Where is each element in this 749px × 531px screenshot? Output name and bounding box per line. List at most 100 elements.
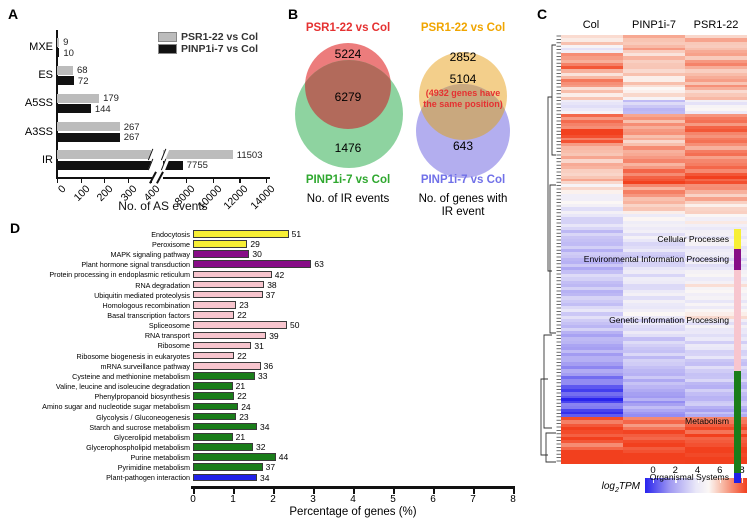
heatmap-cell bbox=[561, 104, 623, 109]
colorbar-tick-label: 6 bbox=[717, 465, 723, 476]
heatmap-cell bbox=[685, 411, 747, 416]
bar-value: 9 bbox=[63, 37, 69, 48]
heatmap-cell bbox=[561, 406, 623, 410]
category-label: Environmental Information Processing bbox=[583, 253, 729, 264]
heatmap-cell bbox=[561, 190, 623, 195]
heatmap-cell bbox=[561, 84, 623, 88]
pathway-count: 21 bbox=[235, 381, 246, 392]
heatmap-cell bbox=[623, 122, 685, 127]
pathway-label: Plant hormone signal transduction bbox=[81, 260, 190, 270]
heatmap-cell bbox=[561, 107, 623, 112]
colorbar-tick-label: 2 bbox=[672, 465, 678, 476]
heatmap-cell bbox=[561, 175, 623, 180]
heatmap-cell bbox=[561, 359, 623, 363]
heatmap-cell bbox=[685, 175, 747, 180]
heatmap-cell bbox=[623, 392, 685, 397]
heatmap-cell bbox=[685, 50, 747, 54]
heatmap-cell bbox=[561, 193, 623, 198]
heatmap-cell bbox=[561, 156, 623, 160]
heatmap-cell bbox=[561, 162, 623, 167]
colorbar-tick-label: 4 bbox=[694, 465, 701, 476]
colorbar-tick bbox=[719, 478, 722, 483]
heatmap-cell bbox=[685, 365, 747, 370]
bar-ir-seg1 bbox=[57, 150, 151, 160]
heatmap-cell bbox=[561, 296, 623, 301]
heatmap-cell bbox=[561, 178, 623, 182]
pathway-count: 33 bbox=[258, 371, 268, 382]
heatmap-cell bbox=[685, 66, 747, 70]
heatmap-cell bbox=[685, 137, 747, 141]
heatmap-cell bbox=[623, 56, 685, 61]
heatmap-cell bbox=[685, 443, 747, 448]
heatmap-cell bbox=[623, 430, 685, 435]
colorbar bbox=[645, 478, 747, 493]
heatmap-cell bbox=[685, 353, 747, 357]
heatmap-cell bbox=[623, 93, 685, 98]
heatmap-cell bbox=[685, 318, 747, 323]
heatmap-cell bbox=[685, 248, 747, 253]
x-tick bbox=[313, 489, 315, 494]
pathway-bar bbox=[193, 473, 257, 482]
heatmap-cell bbox=[561, 220, 623, 225]
heatmap-cell bbox=[685, 440, 747, 445]
heatmap-cell bbox=[685, 334, 747, 339]
heatmap-cell bbox=[561, 343, 623, 348]
heatmap-cell bbox=[623, 45, 685, 49]
heatmap-cell bbox=[623, 193, 685, 198]
heatmap-cell bbox=[685, 239, 747, 243]
venn1-caption: No. of IR events bbox=[306, 193, 390, 205]
heatmap-col-header-psr1-22: PSR1-22 bbox=[693, 19, 739, 31]
venn1-bottom-label: PINP1i-7 vs Col bbox=[305, 174, 391, 186]
heatmap-cell bbox=[561, 375, 623, 380]
heatmap-cell bbox=[623, 456, 685, 461]
colorbar-tick bbox=[675, 478, 677, 483]
heatmap-cell bbox=[623, 128, 685, 133]
venn2-title: PSR1-22 vs Col bbox=[420, 22, 506, 34]
legend-swatch-pinp1i-7 bbox=[158, 44, 177, 54]
legend-row: PSR1-22 vs Col bbox=[158, 31, 258, 43]
heatmap-cell bbox=[623, 190, 685, 195]
heatmap-cell bbox=[561, 392, 623, 397]
heatmap-cell bbox=[561, 308, 623, 313]
heatmap-cell bbox=[561, 251, 623, 256]
heatmap-cell bbox=[685, 104, 747, 109]
bar-a3ss-psr122 bbox=[57, 122, 120, 132]
heatmap-cell bbox=[623, 38, 685, 43]
heatmap-cell bbox=[685, 456, 747, 461]
heatmap-cell bbox=[623, 146, 685, 151]
heatmap-cell bbox=[623, 119, 685, 124]
heatmap-cell bbox=[561, 350, 623, 354]
pathway-label: MAPK signaling pathway bbox=[110, 250, 190, 260]
pathway-bar bbox=[193, 240, 248, 248]
x-tick-label: 5 bbox=[390, 494, 396, 505]
venn2-unique-pinp: 643 bbox=[452, 139, 474, 153]
heatmap-cell bbox=[623, 255, 685, 259]
heatmap-cell bbox=[623, 388, 685, 393]
pathway-bar bbox=[193, 443, 253, 451]
pathway-label: Plant-pathogen interaction bbox=[106, 473, 190, 483]
heatmap-cell bbox=[623, 420, 685, 425]
heatmap-cell bbox=[561, 340, 623, 345]
pathway-bar bbox=[193, 402, 239, 411]
heatmap-cell bbox=[561, 453, 623, 458]
heatmap-cell bbox=[561, 169, 623, 174]
heatmap-cell bbox=[561, 267, 623, 272]
pathway-count: 51 bbox=[291, 229, 302, 239]
pathway-bar bbox=[193, 382, 233, 390]
heatmap-cell bbox=[623, 90, 685, 95]
pathway-count: 37 bbox=[265, 289, 276, 300]
heatmap-cell bbox=[561, 132, 623, 136]
heatmap-cell bbox=[685, 93, 747, 98]
heatmap-cell bbox=[623, 414, 685, 418]
heatmap-cell bbox=[685, 47, 747, 51]
heatmap-cell bbox=[685, 159, 747, 164]
category-segment bbox=[734, 371, 741, 473]
pathway-label: Ubiquitin mediated proteolysis bbox=[94, 290, 190, 300]
heatmap-cell bbox=[561, 305, 623, 310]
heatmap-cell bbox=[685, 453, 747, 458]
heatmap-cell bbox=[685, 190, 747, 195]
heatmap-cell bbox=[623, 183, 685, 188]
pathway-label: Peroxisome bbox=[152, 239, 190, 249]
heatmap-cell bbox=[561, 409, 623, 413]
heatmap-cell bbox=[685, 420, 747, 425]
